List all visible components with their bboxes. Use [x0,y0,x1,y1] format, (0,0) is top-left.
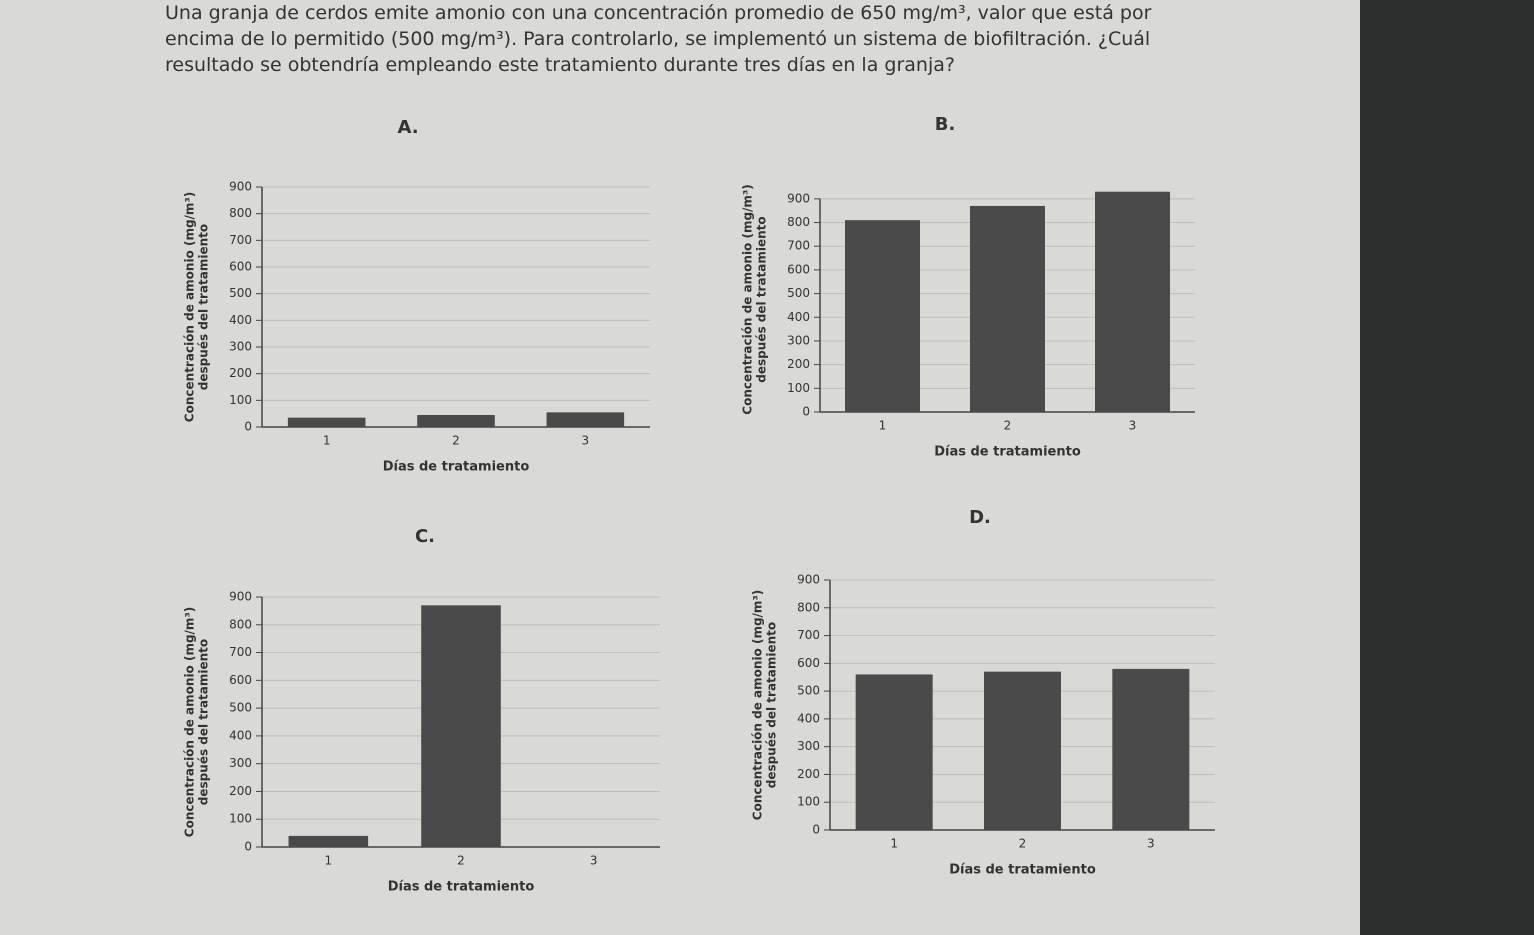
x-tick-label: 3 [582,434,590,448]
chart-title: C. [415,526,435,547]
y-tick-label: 900 [229,590,252,604]
y-tick-label: 900 [787,191,810,205]
y-tick-label: 500 [229,286,252,300]
y-tick-label: 700 [787,239,810,253]
y-tick-label: 600 [787,262,810,276]
y-tick-label: 700 [229,233,252,247]
x-tick-label: 2 [452,434,460,448]
y-tick-label: 600 [229,673,252,687]
y-tick-label: 800 [229,206,252,220]
question: Una granja de cerdos emite amonio con un… [165,2,1152,76]
bar [855,674,933,830]
y-tick-label: 400 [797,711,820,725]
x-tick-label: 3 [1129,419,1137,433]
y-tick-label: 800 [797,600,820,614]
y-tick-label: 500 [229,701,252,715]
y-axis-label: después del tratamiento [755,216,769,382]
y-tick-label: 100 [229,812,252,826]
x-tick-label: 1 [323,434,331,448]
bar [546,412,625,427]
y-axis-label: Concentración de amonio (mg/m³) [741,184,755,414]
y-tick-label: 100 [787,381,810,395]
bar [288,835,369,847]
y-tick-label: 700 [229,645,252,659]
chart-title: D. [969,507,991,528]
y-tick-label: 300 [797,739,820,753]
y-tick-label: 900 [797,573,820,587]
y-tick-label: 300 [229,756,252,770]
y-axis-label: Concentración de amonio (mg/m³) [183,192,197,422]
x-tick-label: 2 [1004,419,1012,433]
y-tick-label: 100 [797,795,820,809]
y-tick-label: 500 [797,684,820,698]
y-axis-label: después del tratamiento [765,622,779,788]
y-tick-label: 500 [787,286,810,300]
bar [1112,668,1190,830]
y-axis-label: Concentración de amonio (mg/m³) [183,607,197,837]
y-tick-label: 300 [787,333,810,347]
y-tick-label: 200 [797,767,820,781]
y-tick-label: 100 [229,393,252,407]
x-tick-label: 3 [1147,837,1155,851]
bar [1095,191,1170,412]
y-tick-label: 200 [229,366,252,380]
y-tick-label: 600 [797,656,820,670]
x-axis-label: Días de tratamiento [934,445,1081,460]
y-tick-label: 800 [229,617,252,631]
x-tick-label: 2 [1019,837,1027,851]
y-tick-label: 600 [229,260,252,274]
y-tick-label: 200 [229,784,252,798]
x-axis-label: Días de tratamiento [388,880,535,895]
bar [287,417,366,427]
y-tick-label: 400 [229,728,252,742]
x-tick-label: 2 [457,854,465,868]
y-tick-label: 300 [229,340,252,354]
bar [421,605,501,847]
background [1360,0,1534,935]
bar [845,220,920,412]
y-tick-label: 0 [244,420,252,434]
x-tick-label: 1 [325,854,333,868]
y-axis-label: después del tratamiento [197,639,211,805]
x-axis-label: Días de tratamiento [383,460,530,475]
chart-title: B. [935,114,956,135]
y-tick-label: 900 [229,180,252,194]
y-tick-label: 0 [802,405,810,419]
bar [970,205,1045,412]
x-tick-label: 3 [590,854,598,868]
bar [984,671,1061,830]
y-tick-label: 400 [787,310,810,324]
y-tick-label: 800 [787,215,810,229]
y-tick-label: 200 [787,357,810,371]
y-axis-label: después del tratamiento [197,224,211,390]
y-tick-label: 400 [229,313,252,327]
y-tick-label: 0 [244,840,252,854]
x-axis-label: Días de tratamiento [949,863,1096,878]
y-axis-label: Concentración de amonio (mg/m³) [751,590,765,820]
y-tick-label: 0 [812,823,820,837]
x-tick-label: 1 [890,837,898,851]
bar [417,415,495,427]
chart-title: A. [397,117,418,138]
y-tick-label: 700 [797,628,820,642]
x-tick-label: 1 [879,419,887,433]
